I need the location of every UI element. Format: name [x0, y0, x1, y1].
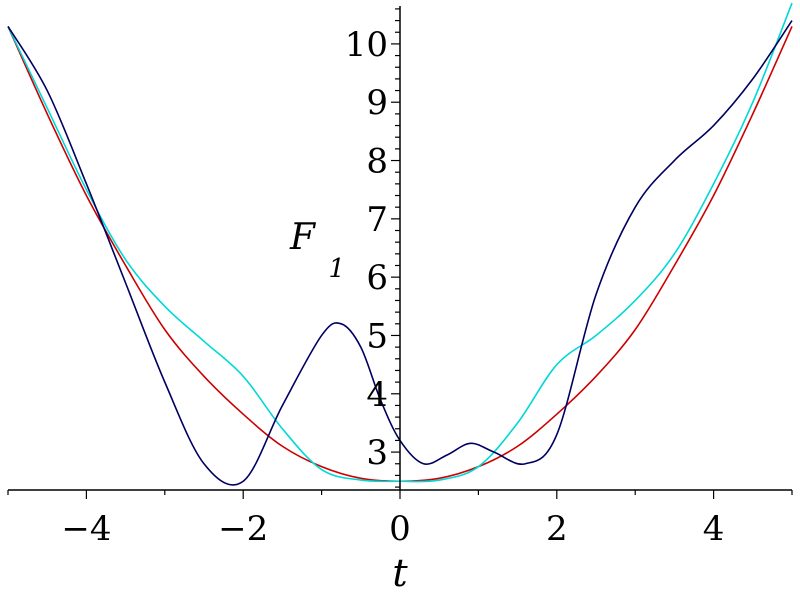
x-tick-label: 2: [546, 509, 568, 549]
ticks: [7, 8, 793, 499]
x-tick-label: −4: [61, 509, 111, 549]
y-tick-label: 8: [366, 142, 388, 182]
y-tick-label: 4: [366, 375, 388, 415]
y-tick-label: 9: [366, 83, 388, 123]
x-axis-title: t: [392, 551, 408, 595]
y-tick-label: 10: [345, 25, 388, 65]
y-axis-title-main: F: [289, 217, 317, 258]
y-tick-label: 7: [366, 200, 388, 240]
y-tick-label: 3: [366, 433, 388, 473]
series-line-3: [7, 20, 793, 486]
x-tick-label: −2: [218, 509, 268, 549]
tick-labels: −4 −2 0 2 4 3 4 5 6 7 8 9 10: [61, 25, 724, 549]
x-tick-label: 0: [389, 509, 411, 549]
y-axis-title: F 1: [289, 217, 345, 284]
y-axis-title-subscript: 1: [328, 254, 345, 284]
y-tick-label: 5: [366, 316, 388, 356]
y-tick-label: 6: [366, 258, 388, 298]
x-tick-label: 4: [703, 509, 725, 549]
